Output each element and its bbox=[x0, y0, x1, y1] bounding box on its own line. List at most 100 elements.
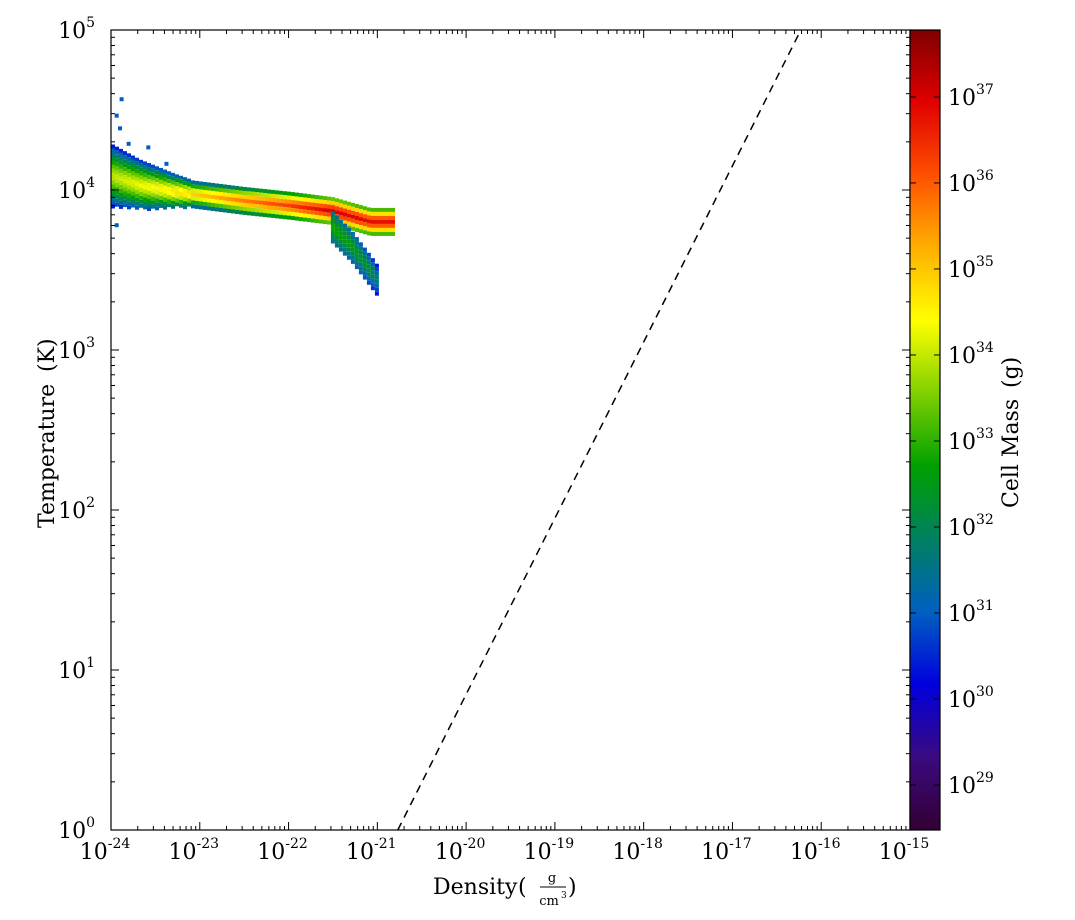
heatmap-cell bbox=[359, 209, 363, 214]
heatmap-cell bbox=[155, 202, 159, 207]
heatmap-cell bbox=[275, 214, 279, 219]
heatmap-cell bbox=[147, 207, 151, 212]
heatmap-cell bbox=[291, 196, 295, 201]
heatmap-cell bbox=[175, 194, 179, 199]
heatmap-cell bbox=[151, 188, 155, 193]
heatmap-cell bbox=[111, 152, 115, 157]
heatmap-cell bbox=[155, 194, 159, 199]
heatmap-cell bbox=[330, 235, 335, 240]
heatmap-cell bbox=[139, 159, 143, 164]
heatmap-cell bbox=[275, 194, 279, 199]
heatmap-cell bbox=[143, 189, 147, 194]
heatmap-cell bbox=[307, 202, 311, 207]
heatmap-cell bbox=[147, 171, 151, 176]
heatmap-cell bbox=[311, 206, 315, 211]
heatmap-cell bbox=[339, 211, 343, 216]
heatmap-cell bbox=[151, 164, 155, 169]
heatmap-cell bbox=[283, 215, 287, 220]
heatmap-cell bbox=[195, 184, 199, 189]
heatmap-cell bbox=[334, 239, 339, 244]
heatmap-cell bbox=[251, 211, 255, 216]
heatmap-cell bbox=[127, 177, 131, 182]
x-unit-numerator: g bbox=[548, 871, 556, 886]
heatmap-cell bbox=[151, 196, 155, 201]
heatmap-cell bbox=[147, 187, 151, 192]
colorbar-tick-label: 1036 bbox=[948, 168, 994, 197]
heatmap-cell bbox=[331, 197, 335, 202]
heatmap-cell bbox=[311, 194, 315, 199]
heatmap-cell bbox=[191, 200, 195, 205]
heatmap-cell bbox=[147, 195, 151, 200]
heatmap-cell bbox=[303, 213, 307, 218]
heatmap-cell bbox=[123, 167, 127, 172]
heatmap-cell bbox=[367, 215, 371, 220]
heatmap-cell bbox=[323, 216, 327, 221]
heatmap-cell bbox=[330, 215, 335, 220]
heatmap-cell bbox=[334, 219, 339, 224]
heatmap-cell bbox=[127, 173, 131, 178]
heatmap-cell bbox=[338, 223, 343, 228]
heatmap-cell bbox=[358, 254, 363, 259]
heatmap-cell bbox=[351, 222, 355, 227]
heatmap-cell bbox=[123, 203, 127, 208]
heatmap-cell bbox=[362, 259, 367, 264]
heatmap-cell bbox=[279, 198, 283, 203]
heatmap-cell bbox=[363, 230, 367, 235]
heatmap-cell bbox=[346, 255, 351, 260]
heatmap-cell bbox=[155, 206, 159, 211]
heatmap-cell bbox=[255, 192, 259, 197]
heatmap-cell bbox=[263, 213, 267, 218]
heatmap-cell bbox=[131, 199, 135, 204]
heatmap-cell bbox=[211, 202, 215, 207]
heatmap-cell bbox=[323, 212, 327, 217]
heatmap-cell bbox=[311, 214, 315, 219]
heatmap-cell bbox=[342, 227, 347, 232]
heatmap-cell bbox=[387, 231, 391, 236]
heatmap-cell bbox=[219, 207, 223, 212]
heatmap-cell bbox=[287, 207, 291, 212]
heatmap-cell bbox=[275, 210, 279, 215]
heatmap-cell bbox=[179, 199, 183, 204]
heatmap-cell bbox=[299, 205, 303, 210]
heatmap-cell bbox=[131, 159, 135, 164]
heatmap-cell bbox=[239, 210, 243, 215]
heatmap-cell bbox=[319, 199, 323, 204]
heatmap-cell bbox=[374, 263, 379, 268]
heatmap-cell bbox=[371, 219, 375, 224]
heatmap-cell bbox=[139, 171, 143, 176]
heatmap-cell bbox=[227, 200, 231, 205]
heatmap-cell bbox=[311, 218, 315, 223]
heatmap-cell bbox=[370, 262, 375, 267]
heatmap-cell bbox=[183, 193, 187, 198]
colorbar-tick-label: 1032 bbox=[948, 512, 994, 541]
heatmap-cell bbox=[366, 252, 371, 257]
heatmap-cell bbox=[366, 276, 371, 281]
heatmap-cell bbox=[143, 185, 147, 190]
heatmap-cell bbox=[263, 197, 267, 202]
heatmap-cell bbox=[267, 189, 271, 194]
heatmap-cell bbox=[315, 195, 319, 200]
heatmap-cell bbox=[315, 207, 319, 212]
colorbar-tick-label: 1031 bbox=[948, 598, 994, 627]
heatmap-cell bbox=[251, 203, 255, 208]
heatmap-cell bbox=[215, 207, 219, 212]
heatmap-cell bbox=[183, 177, 187, 182]
heatmap-cell bbox=[374, 271, 379, 276]
heatmap-cell bbox=[347, 209, 351, 214]
heatmap-cell bbox=[359, 205, 363, 210]
heatmap-cell bbox=[367, 207, 371, 212]
heatmap-cell bbox=[219, 195, 223, 200]
heatmap-cell bbox=[219, 199, 223, 204]
x-tick-label: 10-18 bbox=[612, 836, 663, 865]
heatmap-cell bbox=[111, 184, 115, 189]
x-tick-label: 10-24 bbox=[80, 836, 131, 865]
heatmap-cell bbox=[346, 231, 351, 236]
heatmap-cell bbox=[207, 186, 211, 191]
heatmap-cell bbox=[175, 202, 179, 207]
heatmap-cell bbox=[367, 231, 371, 236]
heatmap-cell bbox=[295, 216, 299, 221]
heatmap-cell bbox=[315, 199, 319, 204]
heatmap-cell bbox=[370, 274, 375, 279]
heatmap-cell bbox=[115, 198, 119, 203]
